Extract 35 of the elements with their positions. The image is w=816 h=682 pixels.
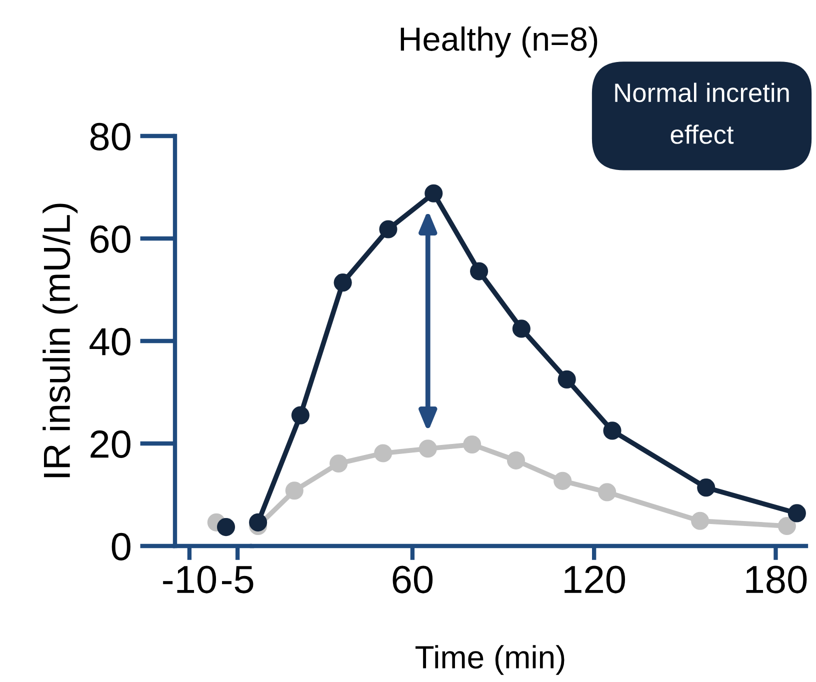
point [788,504,806,522]
point [463,435,482,454]
point [470,262,488,280]
y-tick-label: 0 [112,532,130,560]
point [418,440,437,458]
point [558,370,576,388]
point [379,220,398,238]
point [554,472,572,490]
point [506,451,526,470]
y-tick-label: 40 [90,328,130,356]
x-tick-label: 180 [746,566,807,594]
y-tick-label: 20 [90,430,130,458]
y-tick-label: 80 [90,122,130,150]
chart-title: Healthy (n=8) [400,26,598,58]
point [249,513,268,532]
point [778,516,796,536]
y-axis-title: IR insulin (mU/L) [42,204,78,478]
annotation: Normal incretin effect [615,82,789,144]
point [424,184,443,202]
point [291,406,310,424]
x-axis-title: Time (min) [416,645,564,675]
x-tick-label: -5 [222,566,254,594]
x-tick-label: 120 [564,566,626,594]
point [334,274,352,292]
point [285,482,304,500]
point [697,478,716,497]
x-tick-label: 60 [392,566,433,594]
point [374,444,392,462]
point [603,422,622,440]
x-tick-label: -10 [163,566,216,594]
point [691,512,710,530]
point [512,320,530,338]
y-tick-label: 60 [90,225,130,253]
point [330,454,348,473]
point [598,483,616,502]
